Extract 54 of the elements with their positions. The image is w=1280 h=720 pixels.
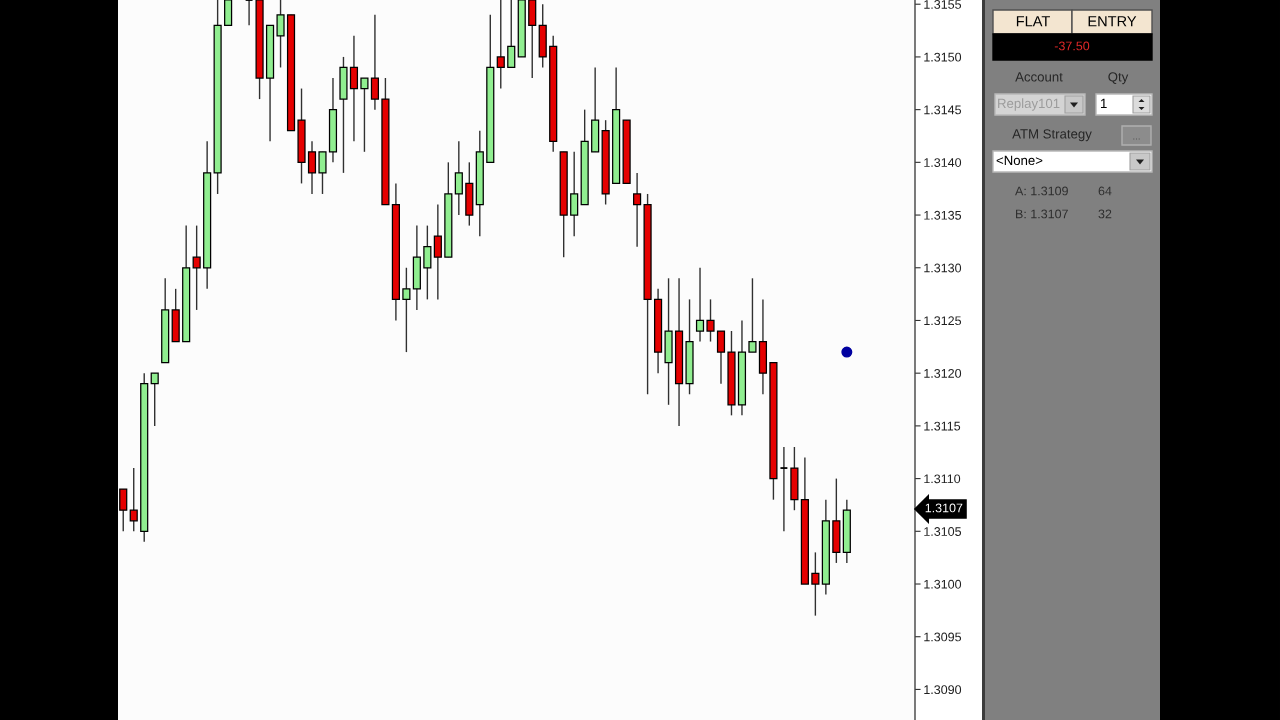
candlestick [779,446,789,532]
y-tick-label: 1.3155 [924,0,962,9]
y-tick-label: 1.3140 [924,158,962,167]
candlestick [318,151,327,195]
text: ATM Strategy [1012,129,1092,142]
candlestick [276,0,285,69]
candlestick [507,0,516,69]
text: ... [1133,138,1140,140]
y-tick-label: 1.3150 [924,52,962,62]
text: B: 1.3107 [1016,209,1068,219]
candlestick [748,277,757,353]
y-tick-label: 1.3110 [924,474,961,484]
y-tick-label: 1.3135 [924,210,962,220]
candlestick [307,140,317,195]
candlestick [496,0,505,90]
candlestick [433,203,442,301]
candlestick [360,77,369,153]
y-tick-label: 1.3120 [924,368,962,378]
text: 1 [1101,98,1107,108]
text: 64 [1098,186,1112,196]
candlestick [570,151,579,237]
candlestick [811,551,820,617]
text: -37.50 [1054,41,1090,51]
text: A: 1.3109 [1015,186,1068,196]
candlestick [402,267,411,353]
text: ENTRY [1088,16,1137,27]
text: <None> [996,155,1043,166]
candlestick [423,224,432,301]
candlestick [349,35,359,142]
text: FLAT [1016,16,1050,27]
text: 1.3107 [925,503,963,513]
text: Account [1015,72,1063,82]
y-tick-label: 1.3090 [924,685,962,695]
text: Qty [1108,72,1129,85]
y-tick-label: 1.3105 [924,527,962,536]
y-tick-label: 1.3095 [924,632,962,642]
candlestick [716,330,726,385]
candlestick [244,0,254,26]
candlestick [706,298,715,343]
y-tick-label: 1.3145 [924,105,962,115]
candlestick [695,267,705,343]
y-tick-label: 1.3100 [924,579,962,589]
text: Replay101 [998,98,1060,111]
y-tick-label: 1.3115 [924,421,961,431]
y-tick-label: 1.3125 [924,316,962,326]
text: 32 [1098,209,1112,219]
candlestick [192,224,201,311]
candlestick [633,172,642,248]
candlestick [119,488,128,532]
candlestick [150,372,159,427]
candlestick [454,140,463,216]
candlestick [129,467,138,532]
candlestick [370,14,380,111]
y-tick-label: 1.3130 [924,263,962,273]
